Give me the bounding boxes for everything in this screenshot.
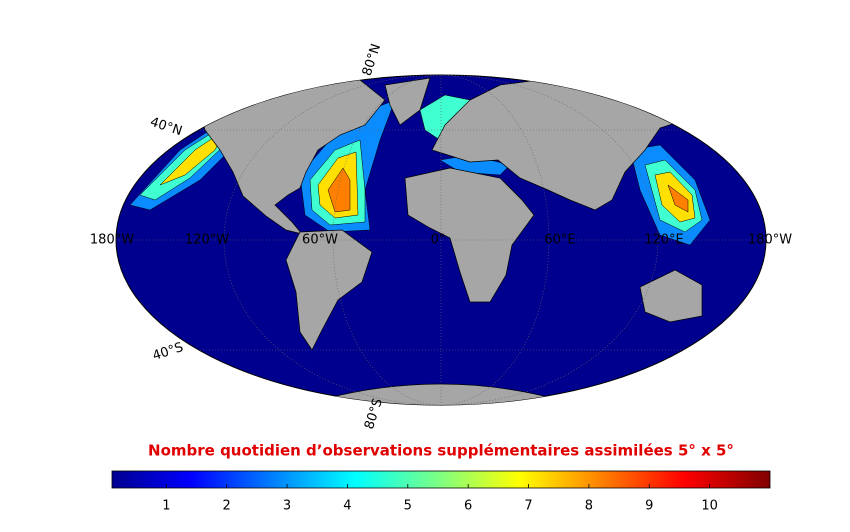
lon-label: 180°W bbox=[90, 233, 134, 248]
lat-label: 40°N bbox=[148, 115, 184, 139]
map-title: Nombre quotidien d’observations suppléme… bbox=[148, 442, 734, 460]
colorbar-tick-label: 3 bbox=[283, 499, 291, 514]
greenland bbox=[384, 77, 431, 126]
hotspot-atlantic bbox=[299, 99, 396, 233]
lon-label: 120°E bbox=[644, 233, 684, 248]
colorbar-tick-label: 6 bbox=[464, 499, 472, 514]
africa bbox=[404, 167, 535, 303]
globe bbox=[115, 74, 767, 406]
colorbar-tick-label: 9 bbox=[645, 499, 653, 514]
graticule-labels: 80°N 40°N 180°W 120°W 60°W 0° 60°E 120°E… bbox=[90, 42, 792, 431]
lon-label: 0° bbox=[431, 233, 446, 248]
lon-label: 60°E bbox=[544, 233, 575, 248]
south-america bbox=[285, 229, 373, 351]
lat-label: 40°S bbox=[151, 340, 185, 364]
lon-label: 60°W bbox=[302, 233, 338, 248]
lon-label: 120°W bbox=[185, 233, 229, 248]
colorbar bbox=[111, 470, 771, 489]
colorbar-tick-label: 2 bbox=[223, 499, 231, 514]
colorbar-tick-label: 7 bbox=[524, 499, 532, 514]
north-america bbox=[199, 79, 386, 235]
colorbar-tick-label: 5 bbox=[404, 499, 412, 514]
hotspot-west-pacific bbox=[629, 144, 711, 246]
lat-label: 80°N bbox=[360, 42, 384, 78]
colorbar-ticks: 1 2 3 4 5 6 7 8 9 10 bbox=[162, 484, 718, 514]
colorbar-tick-label: 4 bbox=[343, 499, 351, 514]
colorbar-tick-label: 10 bbox=[701, 499, 718, 514]
lat-label: 80°S bbox=[362, 397, 386, 431]
australia bbox=[639, 269, 703, 323]
colorbar-tick-label: 1 bbox=[162, 499, 170, 514]
lon-label: 180°W bbox=[748, 233, 792, 248]
colorbar-tick-label: 8 bbox=[585, 499, 593, 514]
